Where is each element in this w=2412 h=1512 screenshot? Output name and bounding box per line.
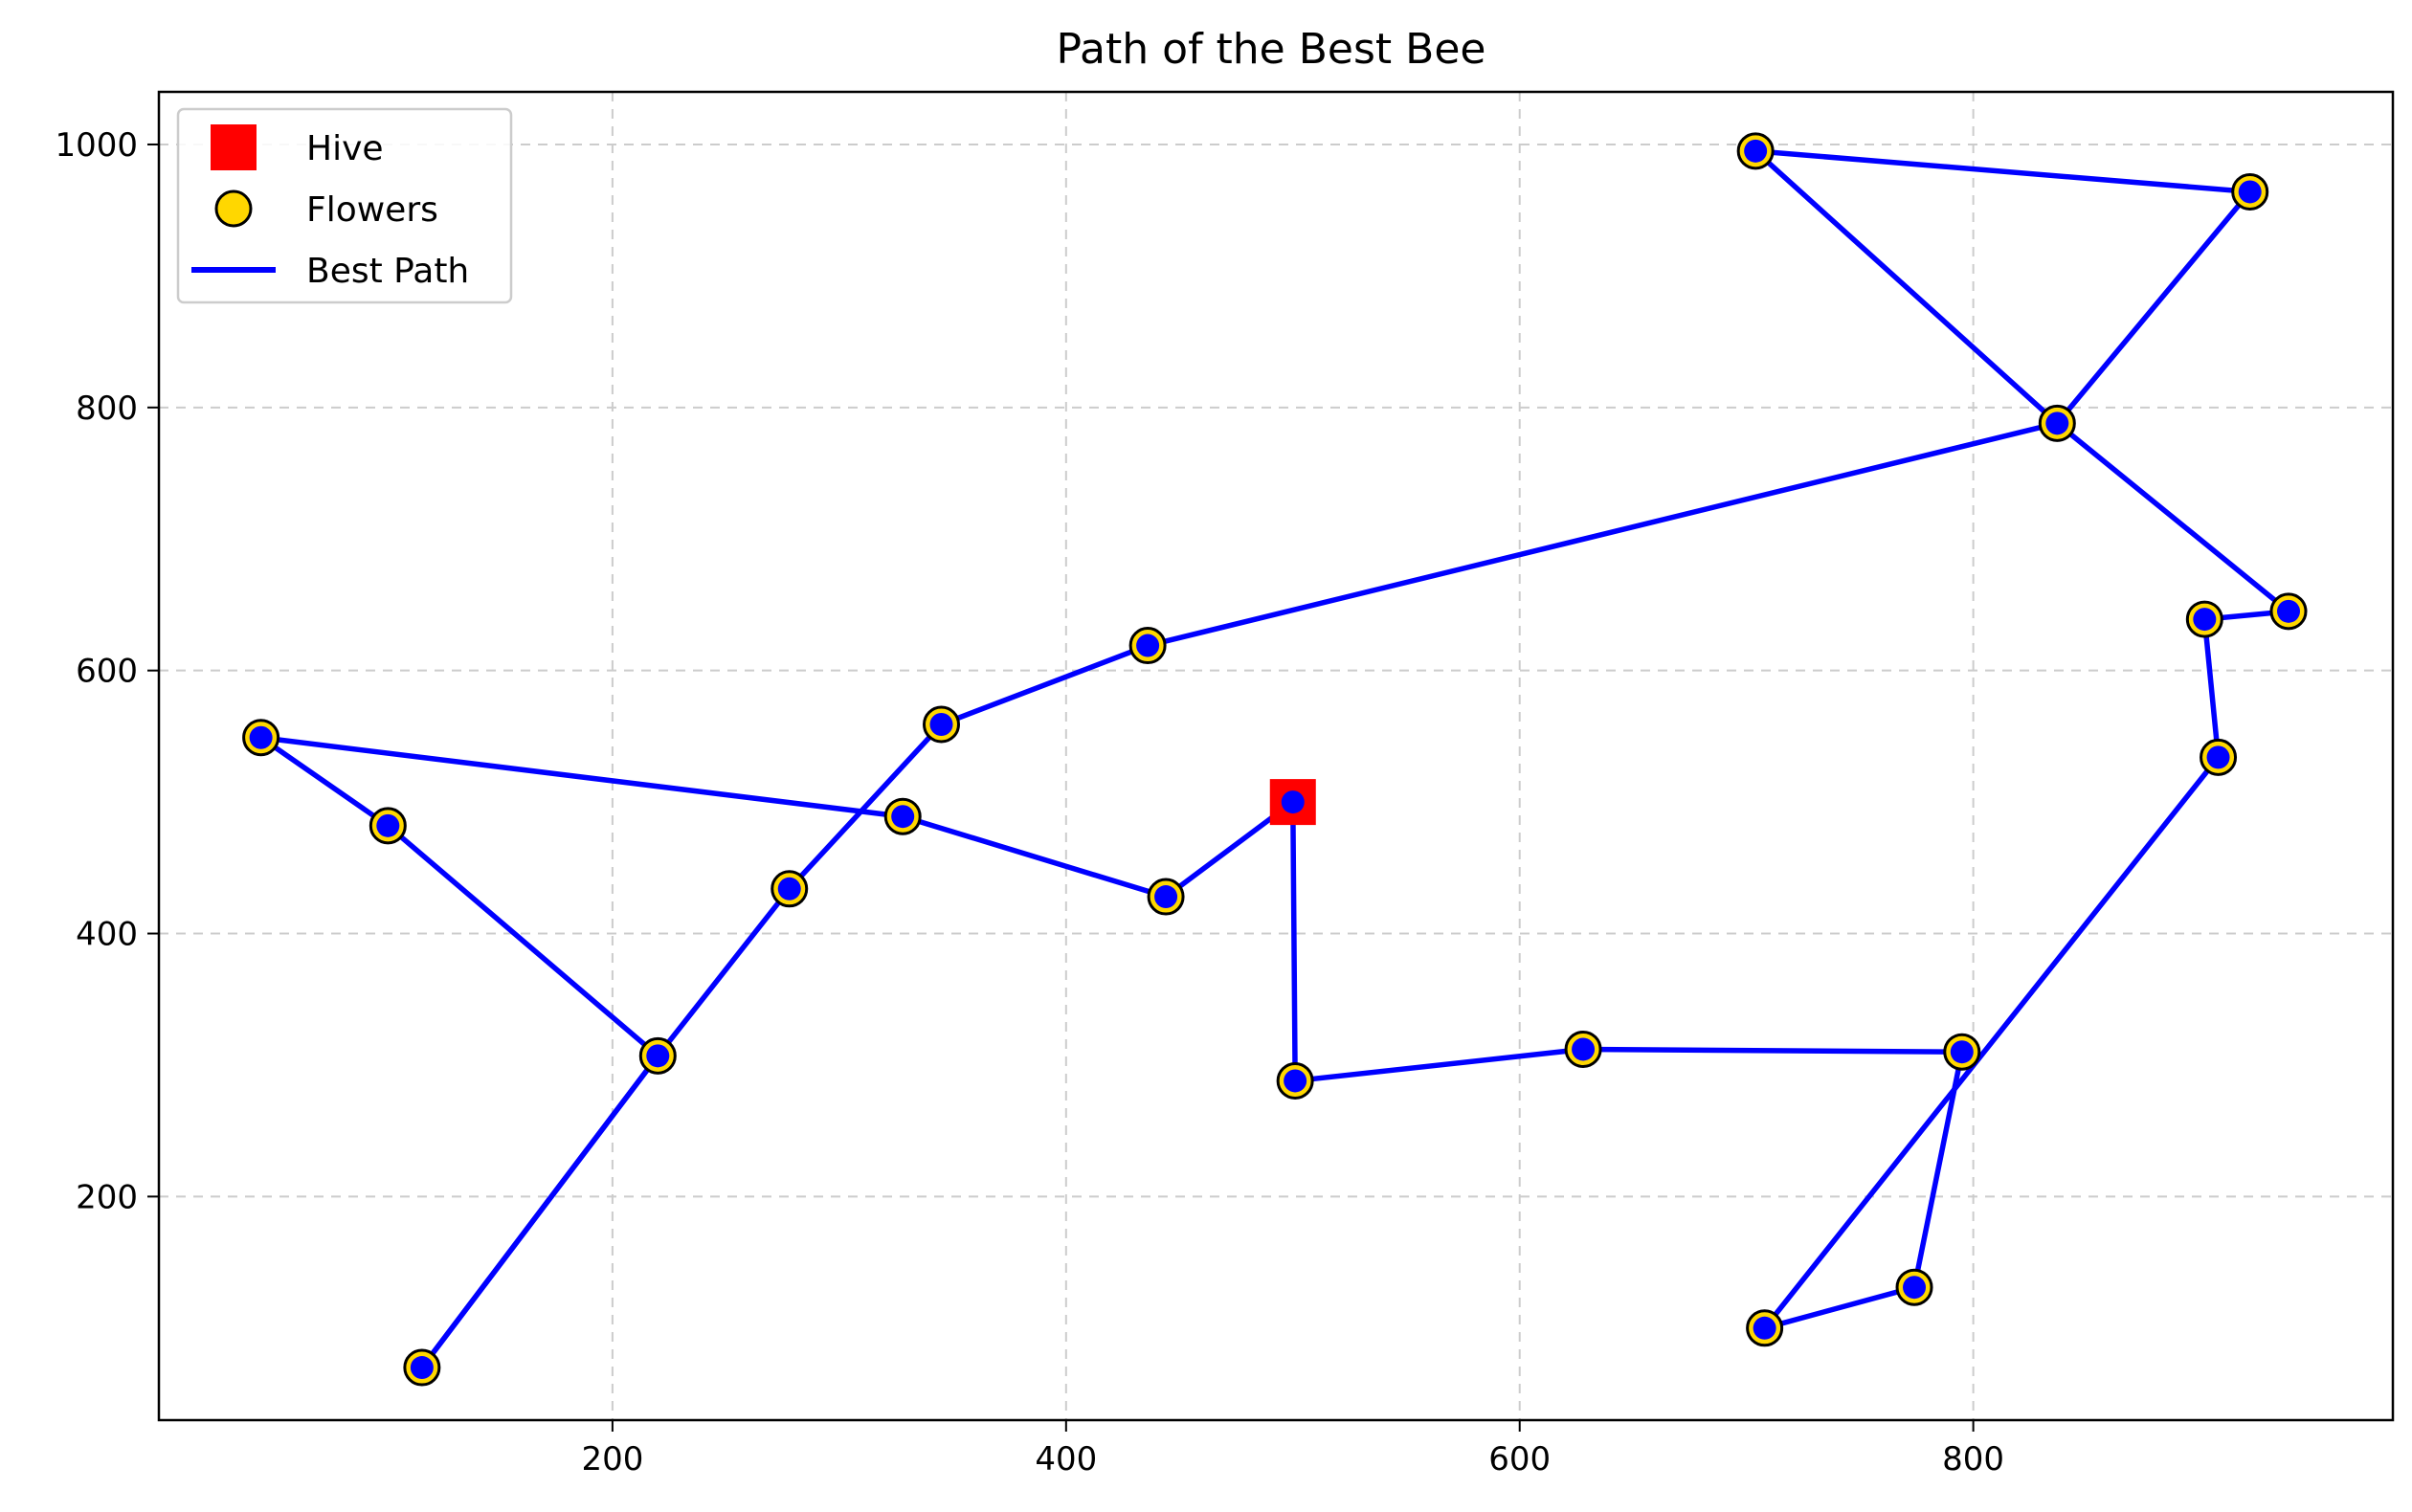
path-segment — [1761, 1284, 1917, 1331]
path-segment — [2054, 189, 2253, 427]
x-tick-label: 200 — [581, 1440, 643, 1479]
path-segment — [257, 735, 905, 819]
x-tick-label: 400 — [1035, 1440, 1097, 1479]
legend-hive-swatch — [211, 124, 257, 170]
path-segment — [1580, 1046, 1965, 1055]
path-segment — [1290, 799, 1298, 1084]
legend-label: Flowers — [306, 190, 438, 230]
legend: Hive Flowers Best Path — [176, 107, 513, 304]
chart-title: Path of the Best Bee — [1057, 25, 1486, 74]
path-segment — [1753, 148, 2061, 427]
x-tick-label: 600 — [1488, 1440, 1551, 1479]
path-segment — [655, 886, 793, 1059]
path-vertex — [929, 713, 953, 737]
plot-area-frame — [157, 90, 2395, 1422]
y-tick-label: 600 — [76, 653, 138, 691]
path-vertex — [249, 725, 273, 749]
axis-ticks: 200 400 600 800 200 400 600 800 1000 — [55, 126, 2004, 1479]
path-vertex — [1281, 790, 1305, 814]
path-segment — [1145, 420, 2061, 649]
path-segment — [385, 823, 661, 1059]
x-tick-label: 800 — [1942, 1440, 2004, 1479]
legend-flowers-swatch — [214, 189, 253, 228]
path-vertex — [2045, 411, 2069, 435]
path-vertex — [2206, 745, 2230, 769]
path-segment — [419, 1053, 661, 1370]
path-vertex — [2193, 608, 2217, 632]
legend-label: Hive — [306, 129, 384, 168]
path-segment — [2054, 420, 2291, 614]
legend-label: Best Path — [306, 252, 469, 291]
y-tick-label: 200 — [76, 1178, 138, 1216]
path-vertex — [1572, 1037, 1596, 1061]
path-segment — [2201, 616, 2222, 761]
path-segment — [1292, 1046, 1586, 1084]
path-vertex — [2277, 599, 2301, 623]
path-segment — [786, 722, 945, 892]
path-vertex — [410, 1356, 434, 1380]
path-vertex — [1744, 139, 1768, 163]
path-vertex — [2238, 180, 2262, 204]
y-tick-label: 800 — [76, 389, 138, 428]
y-tick-label: 1000 — [55, 126, 138, 165]
path-vertex — [1950, 1040, 1974, 1064]
path-segment — [900, 813, 1169, 900]
path-vertices — [249, 139, 2301, 1380]
best-path — [257, 148, 2291, 1370]
path-vertex — [891, 805, 915, 829]
path-segment — [1761, 754, 2222, 1331]
grid — [159, 92, 2393, 1420]
legend-box — [176, 107, 513, 304]
path-segment — [257, 735, 391, 829]
path-vertex — [1284, 1069, 1307, 1093]
path-vertex — [1903, 1276, 1927, 1300]
path-vertex — [376, 813, 400, 837]
path-segment — [1753, 148, 2253, 195]
path-vertex — [646, 1044, 670, 1068]
y-tick-label: 400 — [76, 916, 138, 954]
path-vertex — [1154, 885, 1178, 909]
path-segment — [938, 642, 1150, 727]
path-vertex — [777, 877, 801, 901]
path-vertex — [1753, 1316, 1776, 1340]
path-vertex — [1136, 634, 1160, 657]
